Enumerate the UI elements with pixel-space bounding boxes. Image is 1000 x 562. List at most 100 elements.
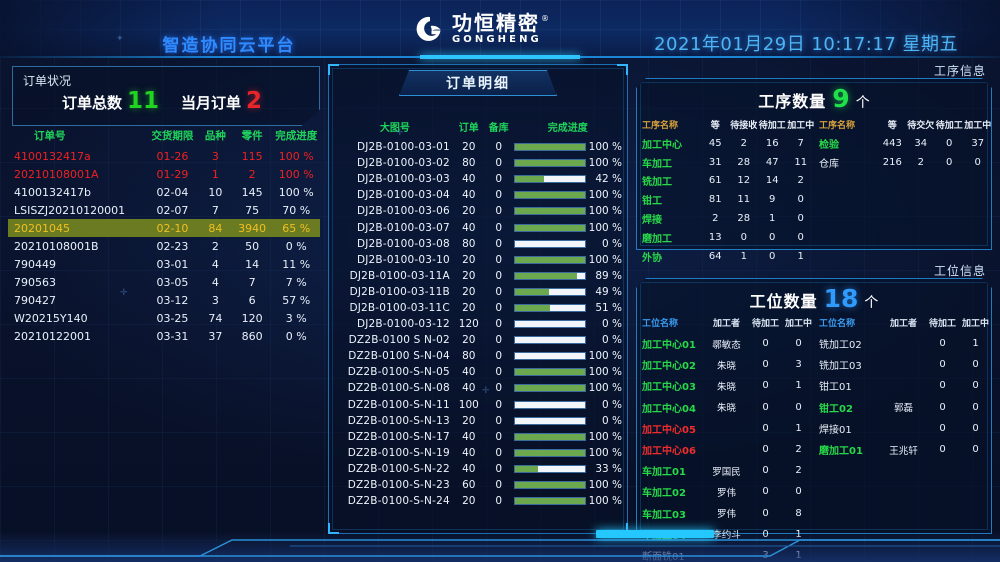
table-row[interactable]: 4100132417b 02-04 10 145 100 % xyxy=(8,183,320,201)
table-row[interactable]: 20210108001B 02-23 2 50 0 % xyxy=(8,237,320,255)
table-row[interactable]: 加工中心05 0 1 xyxy=(640,418,815,439)
table-row[interactable]: 车加工03 罗伟 0 8 xyxy=(640,503,815,524)
station-table-left[interactable]: 工位名称 加工者 待加工 加工中 加工中心01 鄩敏态 0 0 加工中心02 朱晓 0 3 加工… xyxy=(640,316,815,562)
table-row[interactable]: DJ2B-0100-03-12 120 0 0 % xyxy=(336,316,622,332)
progress-percent-label: 100 % xyxy=(588,446,622,459)
table-row[interactable]: 加工中心 45 2 16 7 xyxy=(640,134,815,153)
table-row[interactable]: 加工中心02 朱晓 0 3 xyxy=(640,354,815,375)
progress-bar-fill xyxy=(514,433,585,440)
process-wait-c: 0 xyxy=(946,137,953,149)
process-table-left[interactable]: 工序名称 等 待接收 待加工 加工中 加工中心 45 2 16 7 车加工 31 28 47 11… xyxy=(640,118,815,265)
detail-stock-qty: 0 xyxy=(495,318,503,331)
table-row[interactable]: 焊接 2 28 1 0 xyxy=(640,209,815,228)
detail-code: DJ2B-0100-03-07 xyxy=(356,221,450,234)
table-row[interactable]: 加工中心03 朱晓 0 1 xyxy=(640,375,815,396)
station-name: 铣加工02 xyxy=(819,340,862,352)
station-waiting: 0 xyxy=(762,486,769,498)
table-row[interactable]: 铣加工03 0 0 xyxy=(817,354,992,375)
table-row[interactable]: 铣加工 61 12 14 2 xyxy=(640,172,815,191)
process-wait-b: 0 xyxy=(740,231,747,243)
order-id: 20210108001A xyxy=(14,167,99,181)
process-working: 11 xyxy=(794,156,808,168)
table-row[interactable]: 磨加工 13 0 0 0 xyxy=(640,228,815,247)
table-row[interactable]: DJ2B-0100-03-01 20 0 100 % xyxy=(336,139,622,155)
table-row[interactable]: DZ2B-0100-S-N-23 60 0 100 % xyxy=(336,477,622,493)
table-row[interactable]: DZ2B-0100 S N-02 20 0 0 % xyxy=(336,332,622,348)
logo-text: 功恒精密 ® GONGHENG xyxy=(452,13,549,46)
table-row[interactable]: 磨加工01 王兆轩 0 0 xyxy=(817,439,992,460)
table-row[interactable]: 外协 64 1 0 1 xyxy=(640,247,815,266)
table-row[interactable]: 4100132417a 01-26 3 115 100 % xyxy=(8,147,320,165)
table-row[interactable]: 车加工02 罗伟 0 0 xyxy=(640,481,815,502)
process-info-section-label: 工序信息 xyxy=(933,64,986,78)
progress-percent-label: 100 % xyxy=(588,382,622,395)
detail-order-qty: 80 xyxy=(462,350,476,363)
table-row[interactable]: W20215Y140 03-25 74 120 3 % xyxy=(8,309,320,327)
kpi-month-orders-label: 当月订单 xyxy=(181,94,242,112)
table-row[interactable]: DJ2B-0100-03-08 80 0 0 % xyxy=(336,236,622,252)
table-row[interactable]: DZ2B-0100-S-N-19 40 0 100 % xyxy=(336,445,622,461)
table-row[interactable]: 车加工 31 28 47 11 xyxy=(640,153,815,172)
station-working: 1 xyxy=(795,380,802,392)
table-row[interactable]: LSISZJ20210120001 02-07 7 75 70 % xyxy=(8,201,320,219)
table-row[interactable]: DJ2B-0100-03-02 80 0 100 % xyxy=(336,155,622,171)
process-wait-c: 0 xyxy=(769,250,776,262)
table-row[interactable]: 20201045 02-10 84 3940 65 % xyxy=(8,219,320,237)
station-table-right[interactable]: 工位名称 加工者 待加工 加工中 铣加工02 0 1 铣加工03 0 0 钳工01 0 0 钳工0… xyxy=(817,316,992,562)
table-row[interactable]: 790427 03-12 3 6 57 % xyxy=(8,291,320,309)
progress-percent-label: 100 % xyxy=(588,189,622,202)
table-row[interactable]: DJ2B-0100-03-07 40 0 100 % xyxy=(336,219,622,235)
table-row[interactable]: 790449 03-01 4 14 11 % xyxy=(8,255,320,273)
table-row[interactable]: 加工中心06 0 2 xyxy=(640,439,815,460)
detail-progress-cell: 100 % xyxy=(513,493,622,509)
table-row[interactable]: DJ2B-0100-03-03 40 0 42 % xyxy=(336,171,622,187)
progress-bar xyxy=(513,352,586,361)
table-row[interactable]: DZ2B-0100-S-N-08 40 0 100 % xyxy=(336,380,622,396)
table-row[interactable]: 仓库 216 2 0 0 xyxy=(817,153,992,172)
detail-progress-cell: 100 % xyxy=(513,187,622,203)
table-row[interactable]: DZ2B-0100-S-N-11 100 0 0 % xyxy=(336,397,622,413)
table-row[interactable]: DZ2B-0100-S-N-24 20 0 100 % xyxy=(336,493,622,509)
table-row[interactable]: 加工中心01 鄩敏态 0 0 xyxy=(640,333,815,354)
tab-order-detail[interactable]: 订单明细 xyxy=(399,70,557,96)
table-row[interactable]: 790563 03-05 4 7 7 % xyxy=(8,273,320,291)
corner-top-right-icon xyxy=(617,64,628,75)
orders-table[interactable]: 订单号 交货期限 品种 零件 完成进度 4100132417a 01-26 3 115… xyxy=(8,128,320,345)
process-table-right[interactable]: 工序名称 等 待交欠 待加工 加工中 检验 443 34 0 37 仓库 216 2 0 0 xyxy=(817,118,992,265)
table-row[interactable]: DJ2B-0100-03-10 20 0 100 % xyxy=(336,252,622,268)
orders-col-due: 交货期限 xyxy=(151,130,194,142)
detail-order-qty: 40 xyxy=(462,462,476,475)
datetime-display: 2021年01月29日 10:17:17 星期五 xyxy=(654,34,958,55)
table-row[interactable]: DZ2B-0100-S-N-05 40 0 100 % xyxy=(336,364,622,380)
table-row[interactable]: DJ2B-0100-03-11C 20 0 51 % xyxy=(336,300,622,316)
table-row[interactable]: 20210108001A 01-29 1 2 100 % xyxy=(8,165,320,183)
table-row[interactable]: DZ2B-0100-S-N-13 20 0 0 % xyxy=(336,413,622,429)
table-row[interactable]: DJ2B-0100-03-04 40 0 100 % xyxy=(336,187,622,203)
order-kind: 3 xyxy=(211,149,219,163)
table-row[interactable]: 焊接01 0 0 xyxy=(817,418,992,439)
progress-bar-fill xyxy=(514,482,585,489)
table-row[interactable]: DJ2B-0100-03-11B 20 0 49 % xyxy=(336,284,622,300)
table-row[interactable]: 钳工02 郭磊 0 0 xyxy=(817,397,992,418)
table-row[interactable]: DZ2B-0100 S-N-04 80 0 100 % xyxy=(336,348,622,364)
table-row[interactable]: DZ2B-0100-S-N-22 40 0 33 % xyxy=(336,461,622,477)
table-row[interactable]: 检验 443 34 0 37 xyxy=(817,134,992,153)
process-name: 焊接 xyxy=(642,215,662,227)
order-parts: 6 xyxy=(248,293,256,307)
table-row[interactable]: 铣加工02 0 1 xyxy=(817,333,992,354)
table-row[interactable]: 车加工01 罗国民 0 2 xyxy=(640,460,815,481)
station-working: 1 xyxy=(972,338,979,350)
detail-order-qty: 40 xyxy=(462,189,476,202)
order-progress: 11 % xyxy=(282,257,311,271)
station-name: 加工中心01 xyxy=(642,340,696,352)
table-row[interactable]: 20210122001 03-31 37 860 0 % xyxy=(8,327,320,345)
table-row[interactable]: 加工中心04 朱晓 0 0 xyxy=(640,397,815,418)
process-wait-a: 2 xyxy=(712,213,719,225)
table-row[interactable]: DZ2B-0100-S-N-17 40 0 100 % xyxy=(336,429,622,445)
table-row[interactable]: DJ2B-0100-03-06 20 0 100 % xyxy=(336,203,622,219)
table-row[interactable]: DJ2B-0100-03-11A 20 0 89 % xyxy=(336,268,622,284)
process-wait-a: 64 xyxy=(708,250,722,262)
table-row[interactable]: 钳工01 0 0 xyxy=(817,375,992,396)
order-detail-table[interactable]: 大图号 订单 备库 完成进度 DJ2B-0100-03-01 20 0 100 % DJ… xyxy=(336,119,622,509)
table-row[interactable]: 钳工 81 11 9 0 xyxy=(640,190,815,209)
